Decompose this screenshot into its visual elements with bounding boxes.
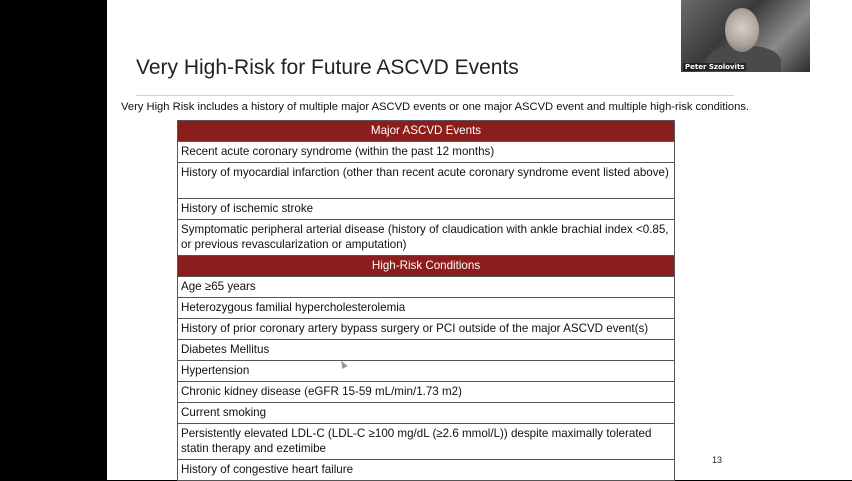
participant-video-tile[interactable]: Peter Szolovits <box>681 0 810 72</box>
high-risk-conditions-header: High-Risk Conditions <box>178 255 674 276</box>
slide-page-number: 13 <box>712 455 723 465</box>
table-row: Diabetes Mellitus <box>178 339 674 360</box>
table-row: History of ischemic stroke <box>178 198 674 219</box>
risk-table: Major ASCVD Events Recent acute coronary… <box>177 120 675 481</box>
table-row: Hypertension <box>178 360 674 381</box>
table-row: Heterozygous familial hypercholesterolem… <box>178 297 674 318</box>
table-row: Persistently elevated LDL-C (LDL-C ≥100 … <box>178 423 674 459</box>
table-row: Current smoking <box>178 402 674 423</box>
major-events-header: Major ASCVD Events <box>178 121 674 141</box>
table-row: Chronic kidney disease (eGFR 15-59 mL/mi… <box>178 381 674 402</box>
table-row: History of prior coronary artery bypass … <box>178 318 674 339</box>
slide-margin <box>734 0 852 480</box>
participant-name-label: Peter Szolovits <box>683 63 747 71</box>
table-row: Symptomatic peripheral arterial disease … <box>178 219 674 255</box>
table-row: History of congestive heart failure <box>178 459 674 480</box>
table-row: History of myocardial infarction (other … <box>178 162 674 198</box>
participant-face <box>725 8 759 52</box>
title-divider <box>136 95 734 96</box>
table-row: Age ≥65 years <box>178 276 674 297</box>
slide-subtitle: Very High Risk includes a history of mul… <box>121 101 750 113</box>
table-row: Recent acute coronary syndrome (within t… <box>178 141 674 162</box>
slide-title: Very High-Risk for Future ASCVD Events <box>136 56 519 79</box>
